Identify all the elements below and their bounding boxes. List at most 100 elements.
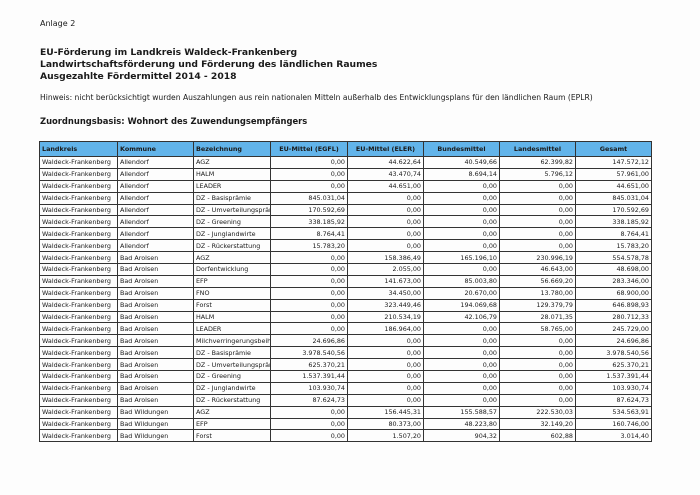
table-cell: Waldeck-Frankenberg	[39, 310, 118, 324]
table-cell: 8.764,41	[575, 227, 652, 241]
table-cell: 0,00	[270, 251, 348, 265]
table-cell: Waldeck-Frankenberg	[39, 286, 118, 300]
table-cell: Allendorf	[117, 203, 194, 217]
table-cell: AGZ	[193, 405, 271, 419]
table-cell: 141.673,00	[347, 274, 424, 288]
table-cell: 170.592,69	[575, 203, 652, 217]
table-cell: Bad Wildungen	[117, 429, 194, 443]
table-cell: Bad Arolsen	[117, 298, 194, 312]
table-cell: AGZ	[193, 251, 271, 265]
table-row: Waldeck-Frankenberg Allendorf DZ - Basispr…	[39, 191, 652, 205]
table-cell: 283.346,00	[575, 274, 652, 288]
table-row: Waldeck-Frankenberg Bad Arolsen Milchverri…	[39, 334, 652, 348]
table-row: Waldeck-Frankenberg Bad Wildungen AGZ 0,00 1…	[39, 405, 652, 419]
table-cell: 0,00	[270, 286, 348, 300]
table-cell: 3.978.540,56	[575, 346, 652, 360]
table-cell: Bad Wildungen	[117, 417, 194, 431]
table-cell: 0,00	[423, 215, 500, 229]
table-cell: Waldeck-Frankenberg	[39, 370, 118, 383]
table-cell: Allendorf	[117, 167, 194, 181]
table-cell: 147.572,12	[575, 156, 652, 169]
table-cell: 46.643,00	[499, 263, 576, 276]
table-cell: 103.930,74	[270, 381, 348, 395]
table-cell: 0,00	[499, 227, 576, 241]
table-cell: DZ - Basisprämie	[193, 346, 271, 360]
table-cell: Allendorf	[117, 227, 194, 241]
table-cell: EFP	[193, 274, 271, 288]
table-cell: 0,00	[423, 393, 500, 407]
table-cell: Waldeck-Frankenberg	[39, 215, 118, 229]
table-header-row: Landkreis Kommune Bezeichnung EU-Mittel (EG…	[39, 141, 652, 157]
table-cell: 0,00	[423, 322, 500, 336]
table-cell: 0,00	[423, 191, 500, 205]
table-cell: Bad Arolsen	[117, 251, 194, 265]
table-cell: 0,00	[270, 263, 348, 276]
table-cell: 48.698,00	[575, 263, 652, 276]
table-cell: 904,32	[423, 429, 500, 443]
column-header: Kommune	[117, 141, 194, 157]
table-cell: 186.964,00	[347, 322, 424, 336]
table-cell: DZ - Junglandwirte	[193, 227, 271, 241]
table-cell: 0,00	[423, 334, 500, 348]
table-cell: 165.196,10	[423, 251, 500, 265]
table-cell: Allendorf	[117, 215, 194, 229]
table-cell: Forst	[193, 429, 271, 443]
table-cell: 194.069,68	[423, 298, 500, 312]
table-row: Waldeck-Frankenberg Bad Arolsen HALM 0,00 21…	[39, 310, 652, 324]
table-cell: 58.765,00	[499, 322, 576, 336]
column-header: Bezeichnung	[193, 141, 271, 157]
table-row: Waldeck-Frankenberg Bad Arolsen DZ - Green…	[39, 370, 652, 383]
table-cell: Waldeck-Frankenberg	[39, 417, 118, 431]
table-cell: HALM	[193, 310, 271, 324]
table-cell: 24.696,86	[575, 334, 652, 348]
table-cell: 625.370,21	[270, 358, 348, 372]
table-cell: 0,00	[423, 203, 500, 217]
table-cell: Waldeck-Frankenberg	[39, 239, 118, 253]
table-cell: Dorfentwicklung	[193, 263, 271, 276]
table-cell: 0,00	[423, 381, 500, 395]
table-cell: EFP	[193, 417, 271, 431]
table-cell: 87.624,73	[575, 393, 652, 407]
table-row: Waldeck-Frankenberg Bad Arolsen FNO 0,00 34.…	[39, 286, 652, 300]
table-cell: 222.530,03	[499, 405, 576, 419]
table-cell: 44.651,00	[575, 179, 652, 193]
table-cell: 28.071,35	[499, 310, 576, 324]
table-cell: DZ - Umverteilungsprämie	[193, 203, 271, 217]
table-cell: 5.796,12	[499, 167, 576, 181]
table-cell: Bad Arolsen	[117, 358, 194, 372]
table-row: Waldeck-Frankenberg Bad Arolsen DZ - Rücke…	[39, 393, 652, 407]
table-cell: DZ - Greening	[193, 215, 271, 229]
table-cell: 13.780,00	[499, 286, 576, 300]
table-cell: Bad Wildungen	[117, 405, 194, 419]
table-cell: Waldeck-Frankenberg	[39, 179, 118, 193]
table-cell: 0,00	[347, 203, 424, 217]
table-cell: 0,00	[499, 179, 576, 193]
table-cell: 0,00	[270, 167, 348, 181]
table-cell: 80.373,00	[347, 417, 424, 431]
table-cell: 230.996,19	[499, 251, 576, 265]
table-cell: 845.031,04	[270, 191, 348, 205]
table-row: Waldeck-Frankenberg Bad Wildungen EFP 0,00 8…	[39, 417, 652, 431]
table-cell: Bad Arolsen	[117, 263, 194, 276]
table-cell: 0,00	[347, 381, 424, 395]
table-row: Waldeck-Frankenberg Bad Arolsen DZ - Basis…	[39, 346, 652, 360]
column-header: Bundesmittel	[423, 141, 500, 157]
table-cell: 48.223,80	[423, 417, 500, 431]
table-cell: Bad Arolsen	[117, 334, 194, 348]
table-cell: 32.149,20	[499, 417, 576, 431]
table-cell: 103.930,74	[575, 381, 652, 395]
column-header: Landkreis	[39, 141, 118, 157]
table-cell: Waldeck-Frankenberg	[39, 191, 118, 205]
note-text: Hinweis: nicht berücksichtigt wurden Aus…	[40, 93, 593, 102]
table-cell: 0,00	[270, 179, 348, 193]
table-cell: 0,00	[423, 358, 500, 372]
table-cell: DZ - Junglandwirte	[193, 381, 271, 395]
table-cell: Allendorf	[117, 191, 194, 205]
column-header: Landesmittel	[499, 141, 576, 157]
table-cell: 0,00	[499, 334, 576, 348]
table-row: Waldeck-Frankenberg Bad Wildungen Forst 0,0…	[39, 429, 652, 443]
table-cell: 155.588,57	[423, 405, 500, 419]
table-cell: Bad Arolsen	[117, 274, 194, 288]
table-cell: Waldeck-Frankenberg	[39, 346, 118, 360]
column-header: Gesamt	[575, 141, 652, 157]
